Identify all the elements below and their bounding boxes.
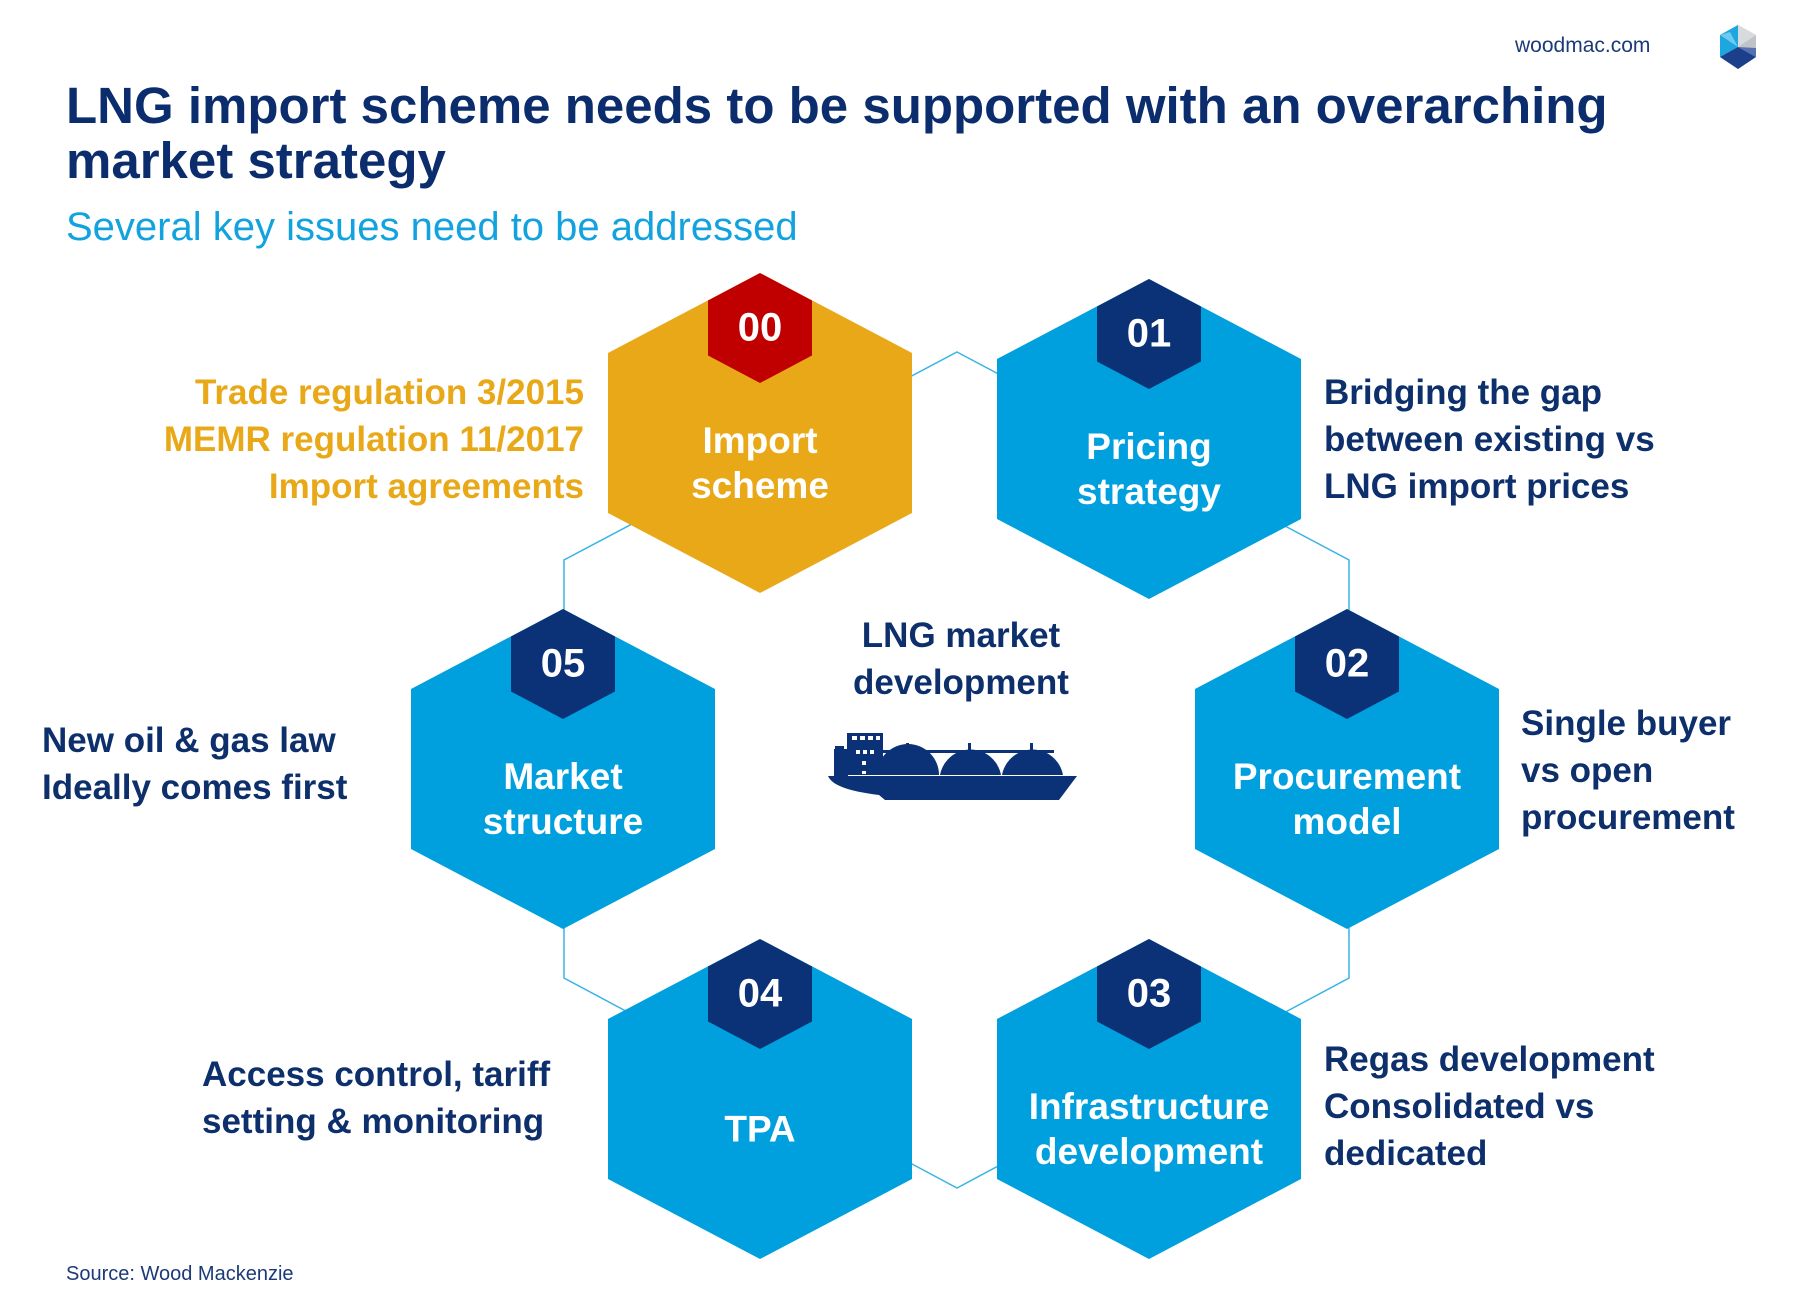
note-line: setting & monitoring bbox=[202, 1102, 545, 1141]
notes-infrastructure: Regas development Consolidated vs dedica… bbox=[1324, 1036, 1655, 1177]
hexagon-label: Procurement model bbox=[1197, 754, 1497, 844]
hexagon-infrastructure-development bbox=[997, 939, 1301, 1259]
badge-number: 03 bbox=[1126, 971, 1172, 1016]
note-line: between existing vs bbox=[1324, 420, 1655, 459]
center-label-line: development bbox=[853, 663, 1069, 702]
hexagon-label-line: Infrastructure bbox=[1028, 1086, 1270, 1127]
page-title: LNG import scheme needs to be supported … bbox=[66, 77, 1608, 189]
hexagon-tpa bbox=[608, 939, 912, 1259]
note-line: Regas development bbox=[1324, 1040, 1655, 1079]
note-line: New oil & gas law bbox=[42, 721, 336, 760]
hexagon-market-structure bbox=[411, 609, 715, 929]
hexagon-label-line: structure bbox=[482, 801, 644, 842]
number-badge bbox=[511, 609, 615, 719]
note-line: Access control, tariff bbox=[202, 1055, 551, 1094]
hexagon-label-line: strategy bbox=[1077, 471, 1221, 512]
hexagon-label-line: Market bbox=[503, 756, 623, 797]
hexagon-label: Pricing strategy bbox=[999, 424, 1299, 514]
note-line: Trade regulation 3/2015 bbox=[194, 373, 584, 412]
note-line: dedicated bbox=[1324, 1134, 1488, 1173]
number-badge bbox=[708, 939, 812, 1049]
number-badge bbox=[1097, 939, 1201, 1049]
hexagon-procurement-model bbox=[1195, 609, 1499, 929]
hexagon-label-line: TPA bbox=[724, 1108, 796, 1150]
notes-procurement-model: Single buyer vs open procurement bbox=[1521, 700, 1735, 841]
hexagon-label-line: model bbox=[1292, 801, 1402, 842]
lng-ship-icon bbox=[828, 733, 1077, 800]
hexagon-label-line: Import bbox=[702, 420, 818, 461]
badge-number: 02 bbox=[1324, 641, 1370, 686]
note-line: MEMR regulation 11/2017 bbox=[163, 420, 584, 459]
center-label-line: LNG market bbox=[861, 616, 1061, 655]
badge-number: 01 bbox=[1126, 311, 1172, 356]
number-badge bbox=[1295, 609, 1399, 719]
note-line: Ideally comes first bbox=[42, 768, 348, 807]
page-subtitle: Several key issues need to be addressed bbox=[66, 205, 798, 249]
badge-number: 05 bbox=[540, 641, 586, 686]
hexagon-import-scheme bbox=[608, 273, 912, 593]
hexagon-label-line: Pricing bbox=[1086, 426, 1212, 467]
connector-outline bbox=[563, 351, 1350, 1189]
hexagon-pricing-strategy bbox=[997, 279, 1301, 599]
note-line: Consolidated vs bbox=[1324, 1087, 1595, 1126]
hexagon-label-line: scheme bbox=[691, 465, 829, 506]
note-line: Single buyer bbox=[1521, 704, 1732, 743]
notes-pricing-strategy: Bridging the gap between existing vs LNG… bbox=[1324, 369, 1655, 510]
website-link[interactable]: woodmac.com bbox=[1515, 34, 1651, 57]
number-badge bbox=[708, 273, 812, 383]
badge-number: 04 bbox=[737, 971, 783, 1016]
note-line: Import agreements bbox=[268, 467, 584, 506]
hexagon-label: Market structure bbox=[413, 754, 713, 844]
note-line: LNG import prices bbox=[1324, 467, 1630, 506]
note-line: Bridging the gap bbox=[1324, 373, 1603, 412]
badge-number: 00 bbox=[737, 305, 783, 350]
notes-tpa: Access control, tariff setting & monitor… bbox=[202, 1051, 550, 1145]
center-label: LNG market development bbox=[853, 612, 1069, 706]
notes-import-scheme: Trade regulation 3/2015 MEMR regulation … bbox=[164, 369, 584, 510]
hexagon-label-line: Procurement bbox=[1232, 756, 1462, 797]
hexagon-label: Import scheme bbox=[610, 418, 910, 508]
number-badge bbox=[1097, 279, 1201, 389]
note-line: procurement bbox=[1521, 798, 1735, 837]
hexagon-label: Infrastructure development bbox=[999, 1084, 1299, 1174]
source-note: Source: Wood Mackenzie bbox=[66, 1263, 294, 1285]
note-line: vs open bbox=[1521, 751, 1654, 790]
notes-market-structure: New oil & gas law Ideally comes first bbox=[42, 717, 347, 811]
woodmac-logo-icon bbox=[1720, 25, 1756, 69]
hexagon-label: TPA bbox=[610, 1107, 910, 1152]
hexagon-label-line: development bbox=[1034, 1131, 1264, 1172]
